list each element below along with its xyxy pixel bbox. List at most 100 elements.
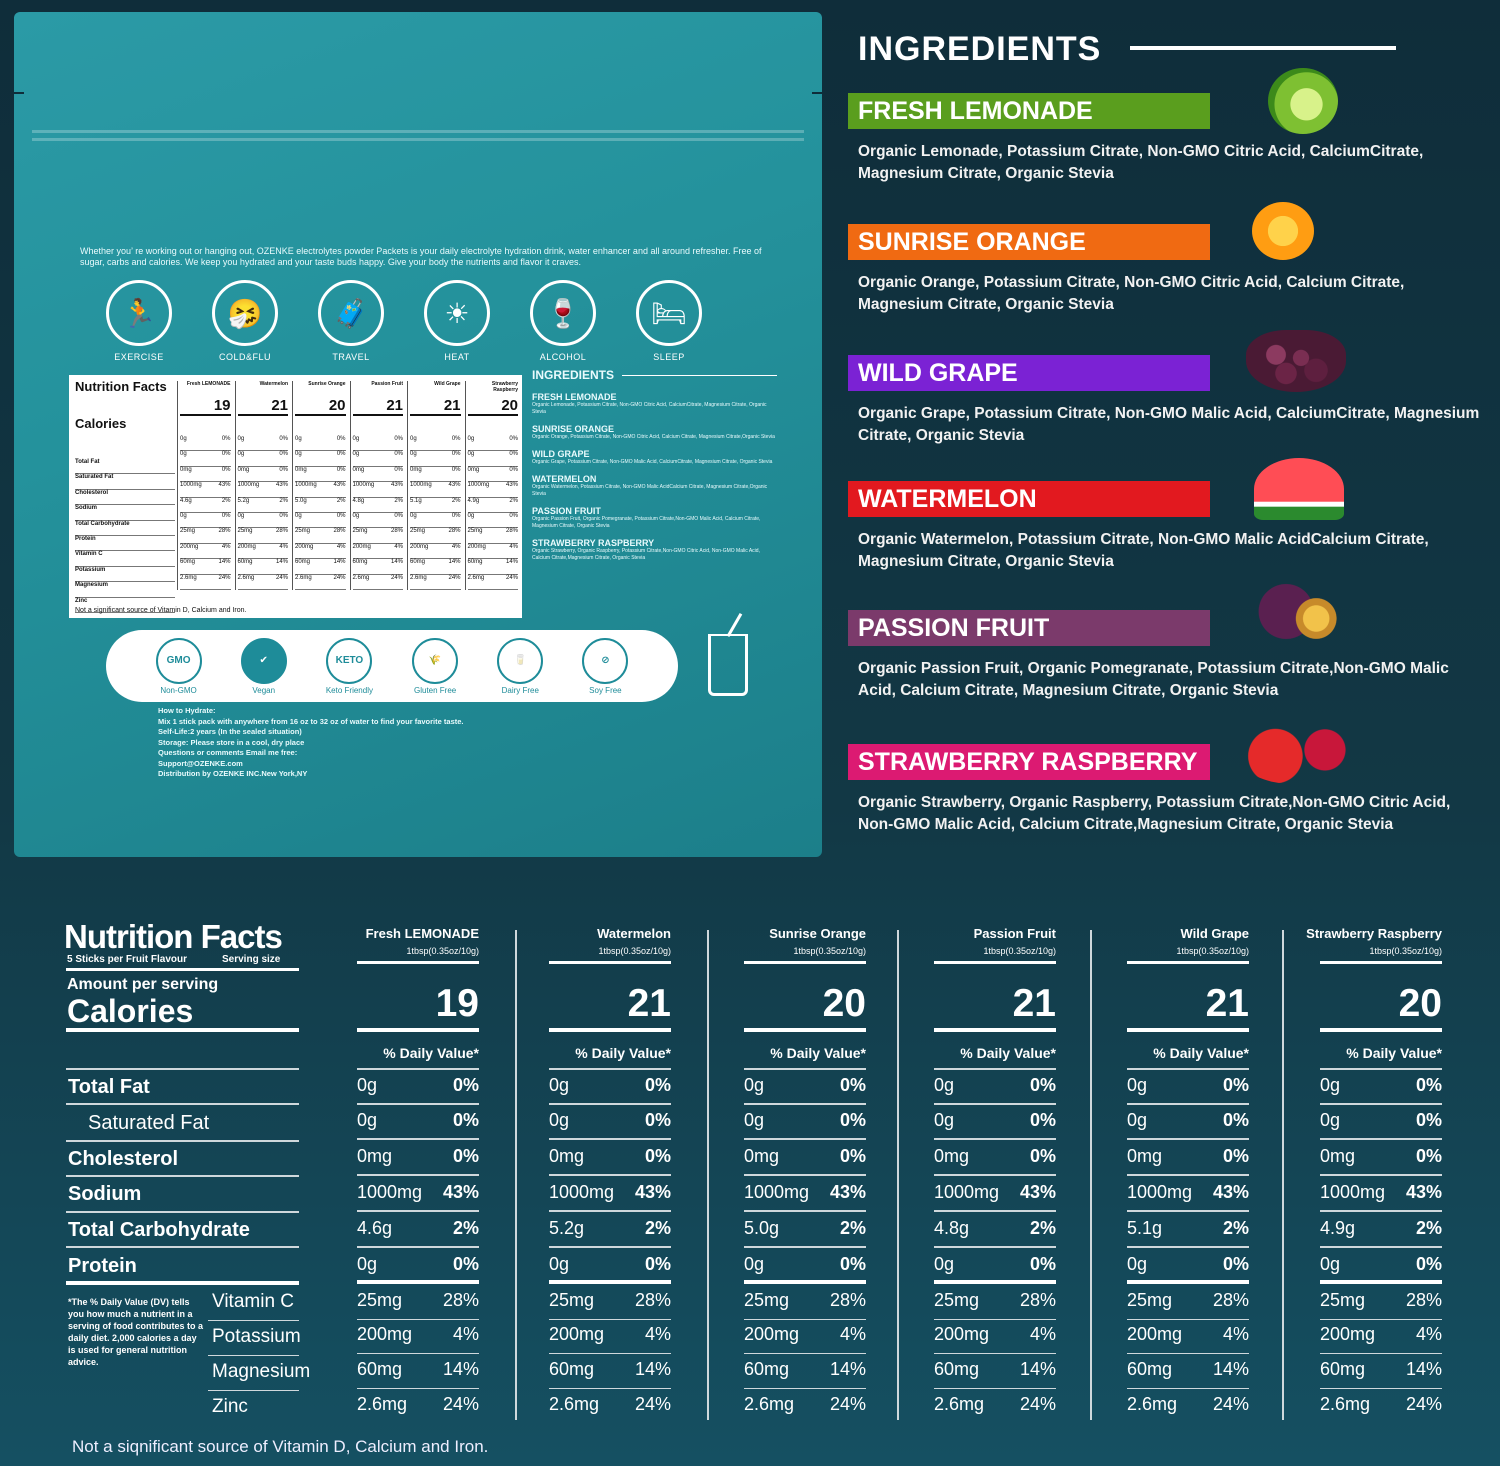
nutrient-amount: 0g	[1320, 1110, 1341, 1130]
mini-amount: 2.6mg	[180, 574, 197, 581]
divider	[1320, 1353, 1442, 1354]
mini-amount: 25mg	[237, 528, 253, 535]
keto-icon: KETO	[326, 637, 373, 684]
mini-nutrient-row: 2.6mg 24%	[180, 575, 231, 590]
mini-percent: 4%	[394, 543, 403, 550]
mini-amount: 2.6mg	[295, 574, 312, 581]
mini-percent: 14%	[390, 559, 403, 566]
daily-value-note: *The % Daily Value (DV) tells you how mu…	[68, 1297, 204, 1367]
mini-amount: 1000mg	[295, 482, 317, 489]
nutrient-percent: 0%	[644, 1110, 671, 1130]
nutrient-percent: 4%	[452, 1324, 479, 1344]
flavor-strawberry-raspberry: STRAWBERRY RASPBERRY Organic Strawberry,…	[848, 744, 1488, 836]
mini-amount: 200mg	[352, 543, 371, 550]
mini-nutrient-row: 1000mg 43%	[295, 482, 346, 498]
nutrient-row-potassium: 200mg 4%	[1127, 1318, 1249, 1354]
nutrient-row-sat: 0g 0%	[357, 1104, 479, 1140]
mini-nutrient-row: 0g 0%	[410, 436, 461, 452]
nutrient-percent: 0%	[1029, 1254, 1056, 1274]
mini-percent: 0%	[394, 466, 403, 473]
nutrient-amount: 200mg	[744, 1324, 800, 1344]
nutrient-percent: 0%	[1029, 1110, 1056, 1130]
mini-nutrient-row: 0g 0%	[295, 513, 346, 529]
nutrient-amount: 0g	[357, 1110, 378, 1130]
nutrient-row-chol: 0mg 0%	[934, 1140, 1056, 1176]
nutrient-amount: 4.8g	[934, 1218, 970, 1238]
mini-nutrient-row: 0mg 0%	[295, 467, 346, 483]
strawberry-image	[1240, 722, 1358, 784]
mini-percent: 0%	[394, 512, 403, 519]
mini-amount: 25mg	[467, 528, 483, 535]
daily-value-header: % Daily Value*	[960, 1045, 1056, 1061]
glass-icon	[708, 612, 748, 696]
nutrient-amount: 2.6mg	[744, 1394, 795, 1414]
mini-percent: 2%	[509, 497, 518, 504]
divider	[744, 1353, 866, 1354]
mini-ing-name: WATERMELON	[532, 474, 597, 484]
mini-nutrient-row: 0mg 0%	[410, 466, 461, 483]
divider	[744, 1138, 866, 1140]
nutrient-amount: 0mg	[549, 1146, 585, 1166]
nutrient-amount: 1000mg	[1127, 1182, 1193, 1202]
badge-soy-free: ⊘ Soy Free	[582, 637, 629, 695]
mini-row-label: Protein	[75, 536, 175, 552]
badge-vegan: ✔ Vegan	[240, 637, 287, 695]
nutrient-percent: 43%	[634, 1182, 671, 1202]
daily-value-header: % Daily Value*	[1153, 1045, 1249, 1061]
mini-amount: 0g	[180, 512, 187, 519]
mini-nf-calories: Calories	[75, 416, 127, 431]
mini-amount: 0g	[237, 512, 245, 519]
nutrient-amount: 0mg	[1320, 1146, 1356, 1166]
flavor-name: STRAWBERRY RASPBERRY	[848, 744, 1210, 780]
divider	[934, 1246, 1056, 1248]
mini-nutrient-row: 4.6g 2%	[180, 498, 231, 513]
nutrient-row-potassium: 200mg 4%	[357, 1318, 479, 1354]
grape-image	[1246, 330, 1346, 392]
column-separator	[1282, 930, 1284, 1420]
nutrient-row-zinc: 2.6mg 24%	[744, 1388, 866, 1424]
lime-image	[1268, 68, 1338, 134]
nutrient-percent: 0%	[644, 1254, 671, 1274]
nutrient-row-carb: 4.9g 2%	[1320, 1212, 1442, 1248]
use-cold-flu: 🤧 COLD&FLU	[200, 280, 290, 362]
milk-icon: 🥛	[497, 637, 544, 684]
nutrient-amount: 60mg	[1127, 1359, 1173, 1379]
nutrition-facts-title: Nutrition Facts	[64, 918, 283, 955]
sun-icon: ☀	[424, 280, 490, 346]
nutrient-row-carb: 4.6g 2%	[357, 1212, 479, 1248]
mini-row-label: Magnesium	[75, 582, 175, 598]
label-sodium: Sodium	[68, 1183, 142, 1205]
mini-percent: 43%	[333, 482, 346, 489]
nutrient-row-sat: 0g 0%	[549, 1104, 671, 1140]
mini-nutrient-row: 200mg 4%	[467, 544, 518, 560]
column-separator	[897, 930, 899, 1420]
mini-ing-item: PASSION FRUIT Organic Passion Fruit, Org…	[532, 506, 777, 530]
mini-column-calories: 20	[467, 397, 518, 416]
pouch-intro-text: Whether you’ re working out or hanging o…	[80, 246, 762, 267]
mini-nutrient-row: 0g 0%	[352, 436, 403, 452]
passion-fruit-image	[1256, 580, 1342, 650]
nutrient-percent: 0%	[1222, 1146, 1249, 1166]
nutrient-percent: 28%	[1019, 1290, 1056, 1310]
label-vitamin-c: Vitamin C	[212, 1291, 295, 1312]
column-serving-size: 1tbsp(0.35oz/10g)	[406, 946, 479, 956]
mini-amount: 4.8g	[352, 497, 365, 504]
divider	[1320, 1068, 1442, 1070]
mini-amount: 0g	[237, 451, 245, 458]
nutrient-percent: 0%	[839, 1075, 866, 1095]
column-serving-size: 1tbsp(0.35oz/10g)	[983, 946, 1056, 956]
divider	[1320, 1319, 1442, 1320]
divider	[1127, 1103, 1249, 1105]
nutrient-amount: 200mg	[1127, 1324, 1183, 1344]
nutrient-row-sat: 0g 0%	[1320, 1104, 1442, 1140]
mini-amount: 0mg	[410, 466, 422, 473]
nutrient-percent: 0%	[452, 1254, 479, 1274]
label-protein: Protein	[68, 1255, 137, 1277]
nutrient-amount: 1000mg	[549, 1182, 615, 1202]
use-label: ALCOHOL	[539, 352, 587, 362]
mini-nutrient-row: 0g 0%	[237, 436, 288, 452]
divider	[66, 1246, 299, 1248]
mini-amount: 4.9g	[467, 497, 480, 504]
mini-amount: 25mg	[410, 528, 426, 535]
nutrient-row-carb: 5.1g 2%	[1127, 1212, 1249, 1248]
